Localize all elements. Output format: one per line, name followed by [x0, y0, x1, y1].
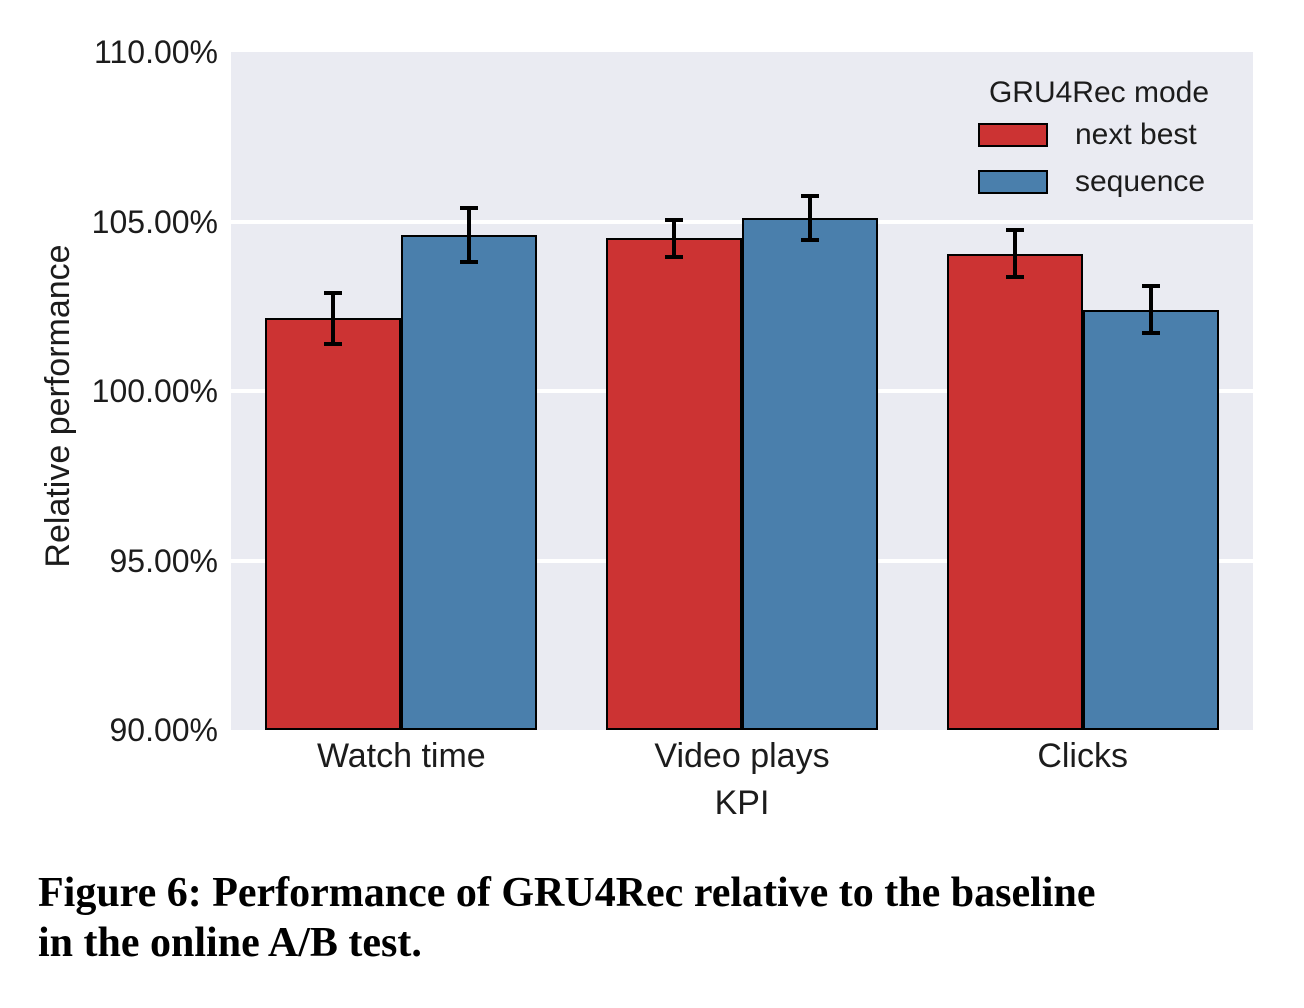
bar-sequence-video-plays — [742, 218, 878, 730]
y-tick-label-95: 95.00% — [109, 542, 218, 579]
bar-next-best-clicks — [946, 253, 1083, 730]
bar-sequence-watch-time — [401, 235, 538, 730]
bar-next-best-watch-time — [265, 318, 402, 730]
y-tick-label-100: 100.00% — [91, 373, 218, 409]
error-bar-next-best-video-plays-line — [672, 219, 676, 258]
error-bar-next-best-clicks-cap-top — [1005, 227, 1024, 232]
error-bar-sequence-clicks-cap-bottom — [1141, 331, 1160, 336]
error-bar-sequence-watch-time-cap-bottom — [460, 260, 479, 265]
error-bar-sequence-watch-time-line — [467, 207, 472, 263]
legend-label-next-best: next best — [1075, 118, 1197, 151]
caption-line-2: in the online A/B test. — [38, 920, 422, 966]
error-bar-sequence-video-plays-cap-bottom — [801, 238, 819, 243]
y-tick-label-110: 110.00% — [94, 34, 218, 70]
legend: GRU4Rec mode next best sequence — [975, 76, 1223, 216]
error-bar-sequence-video-plays-cap-top — [801, 194, 819, 199]
error-bar-next-best-clicks-cap-bottom — [1005, 275, 1024, 280]
error-bar-sequence-watch-time-cap-top — [460, 205, 479, 210]
legend-rows: next best sequence — [975, 118, 1223, 198]
error-bar-sequence-video-plays-line — [808, 196, 812, 241]
error-bar-next-best-video-plays-cap-bottom — [665, 255, 683, 260]
legend-item-next-best: next best — [975, 118, 1223, 151]
chart-area: 90.00% 95.00% 100.00% 105.00% 110.00% Watch … — [39, 34, 1253, 822]
error-bar-next-best-video-plays-cap-top — [665, 217, 683, 222]
x-tick-label-video-plays: Video plays — [654, 737, 830, 775]
legend-label-sequence: sequence — [1075, 165, 1206, 198]
error-bar-sequence-clicks-cap-top — [1141, 283, 1160, 288]
y-tick-label-90: 90.00% — [109, 712, 218, 748]
error-bar-next-best-clicks-line — [1012, 229, 1017, 278]
caption-line-1: Figure 6: Performance of GRU4Rec relativ… — [38, 870, 1096, 916]
x-axis-title: KPI — [714, 784, 770, 822]
error-bar-sequence-clicks-line — [1148, 285, 1153, 334]
y-tick-label-105: 105.00% — [91, 203, 218, 240]
legend-item-sequence: sequence — [975, 165, 1223, 198]
error-bar-next-best-watch-time-cap-bottom — [324, 341, 343, 346]
legend-title: GRU4Rec mode — [988, 76, 1210, 109]
error-bar-next-best-watch-time-line — [331, 292, 336, 344]
legend-swatch-next-best — [978, 123, 1048, 147]
y-axis-title: Relative performance — [39, 244, 77, 568]
x-tick-label-watch-time: Watch time — [316, 737, 486, 775]
error-bar-next-best-watch-time-cap-top — [324, 290, 343, 295]
figure-caption: Figure 6: Performance of GRU4Rec relativ… — [38, 868, 1278, 968]
legend-swatch-sequence — [978, 170, 1048, 194]
x-tick-label-clicks: Clicks — [1037, 737, 1128, 775]
bar-sequence-clicks — [1082, 309, 1219, 730]
bar-next-best-video-plays — [606, 238, 742, 730]
